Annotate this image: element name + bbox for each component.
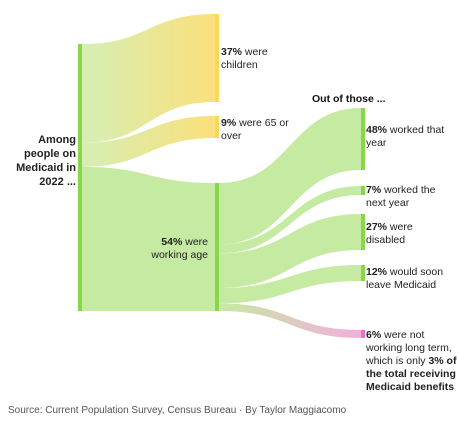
- source-credit: Source: Current Population Survey, Censu…: [8, 405, 347, 416]
- flow-not-working: [219, 303, 361, 338]
- label-worked-next-year: 7% worked the next year: [366, 184, 436, 209]
- node-disabled: [361, 214, 365, 250]
- root-label: Among people on Medicaid in 2022 ...: [16, 134, 76, 188]
- node-not-working: [361, 330, 365, 338]
- flow-worked-that-year: [219, 108, 361, 245]
- node-worked-that-year: [361, 108, 365, 170]
- node-leave-medicaid: [361, 265, 365, 281]
- flow-seniors: [82, 116, 215, 167]
- node-working-age: [215, 183, 219, 311]
- label-working-age: 54% were working age: [151, 236, 208, 261]
- label-disabled: 27% were disabled: [366, 221, 413, 246]
- node-worked-next-year: [361, 186, 365, 195]
- label-leave-medicaid: 12% would soon leave Medicaid: [366, 266, 444, 291]
- label-children: 37% were children: [221, 46, 268, 71]
- label-seniors: 9% were 65 or over: [221, 117, 289, 142]
- flow-disabled: [219, 214, 361, 288]
- label-not-working: 6% were not working long term, which is …: [366, 329, 457, 393]
- label-worked-that-year: 48% worked that year: [366, 124, 445, 149]
- node-children: [215, 14, 219, 102]
- subheading: Out of those ...: [312, 93, 386, 105]
- flow-children: [82, 14, 215, 143]
- node-root: [78, 44, 82, 311]
- flow-working-age: [82, 166, 215, 311]
- node-seniors: [215, 116, 219, 138]
- flow-worked-next-year: [219, 186, 361, 254]
- flow-leave-medicaid: [219, 265, 361, 304]
